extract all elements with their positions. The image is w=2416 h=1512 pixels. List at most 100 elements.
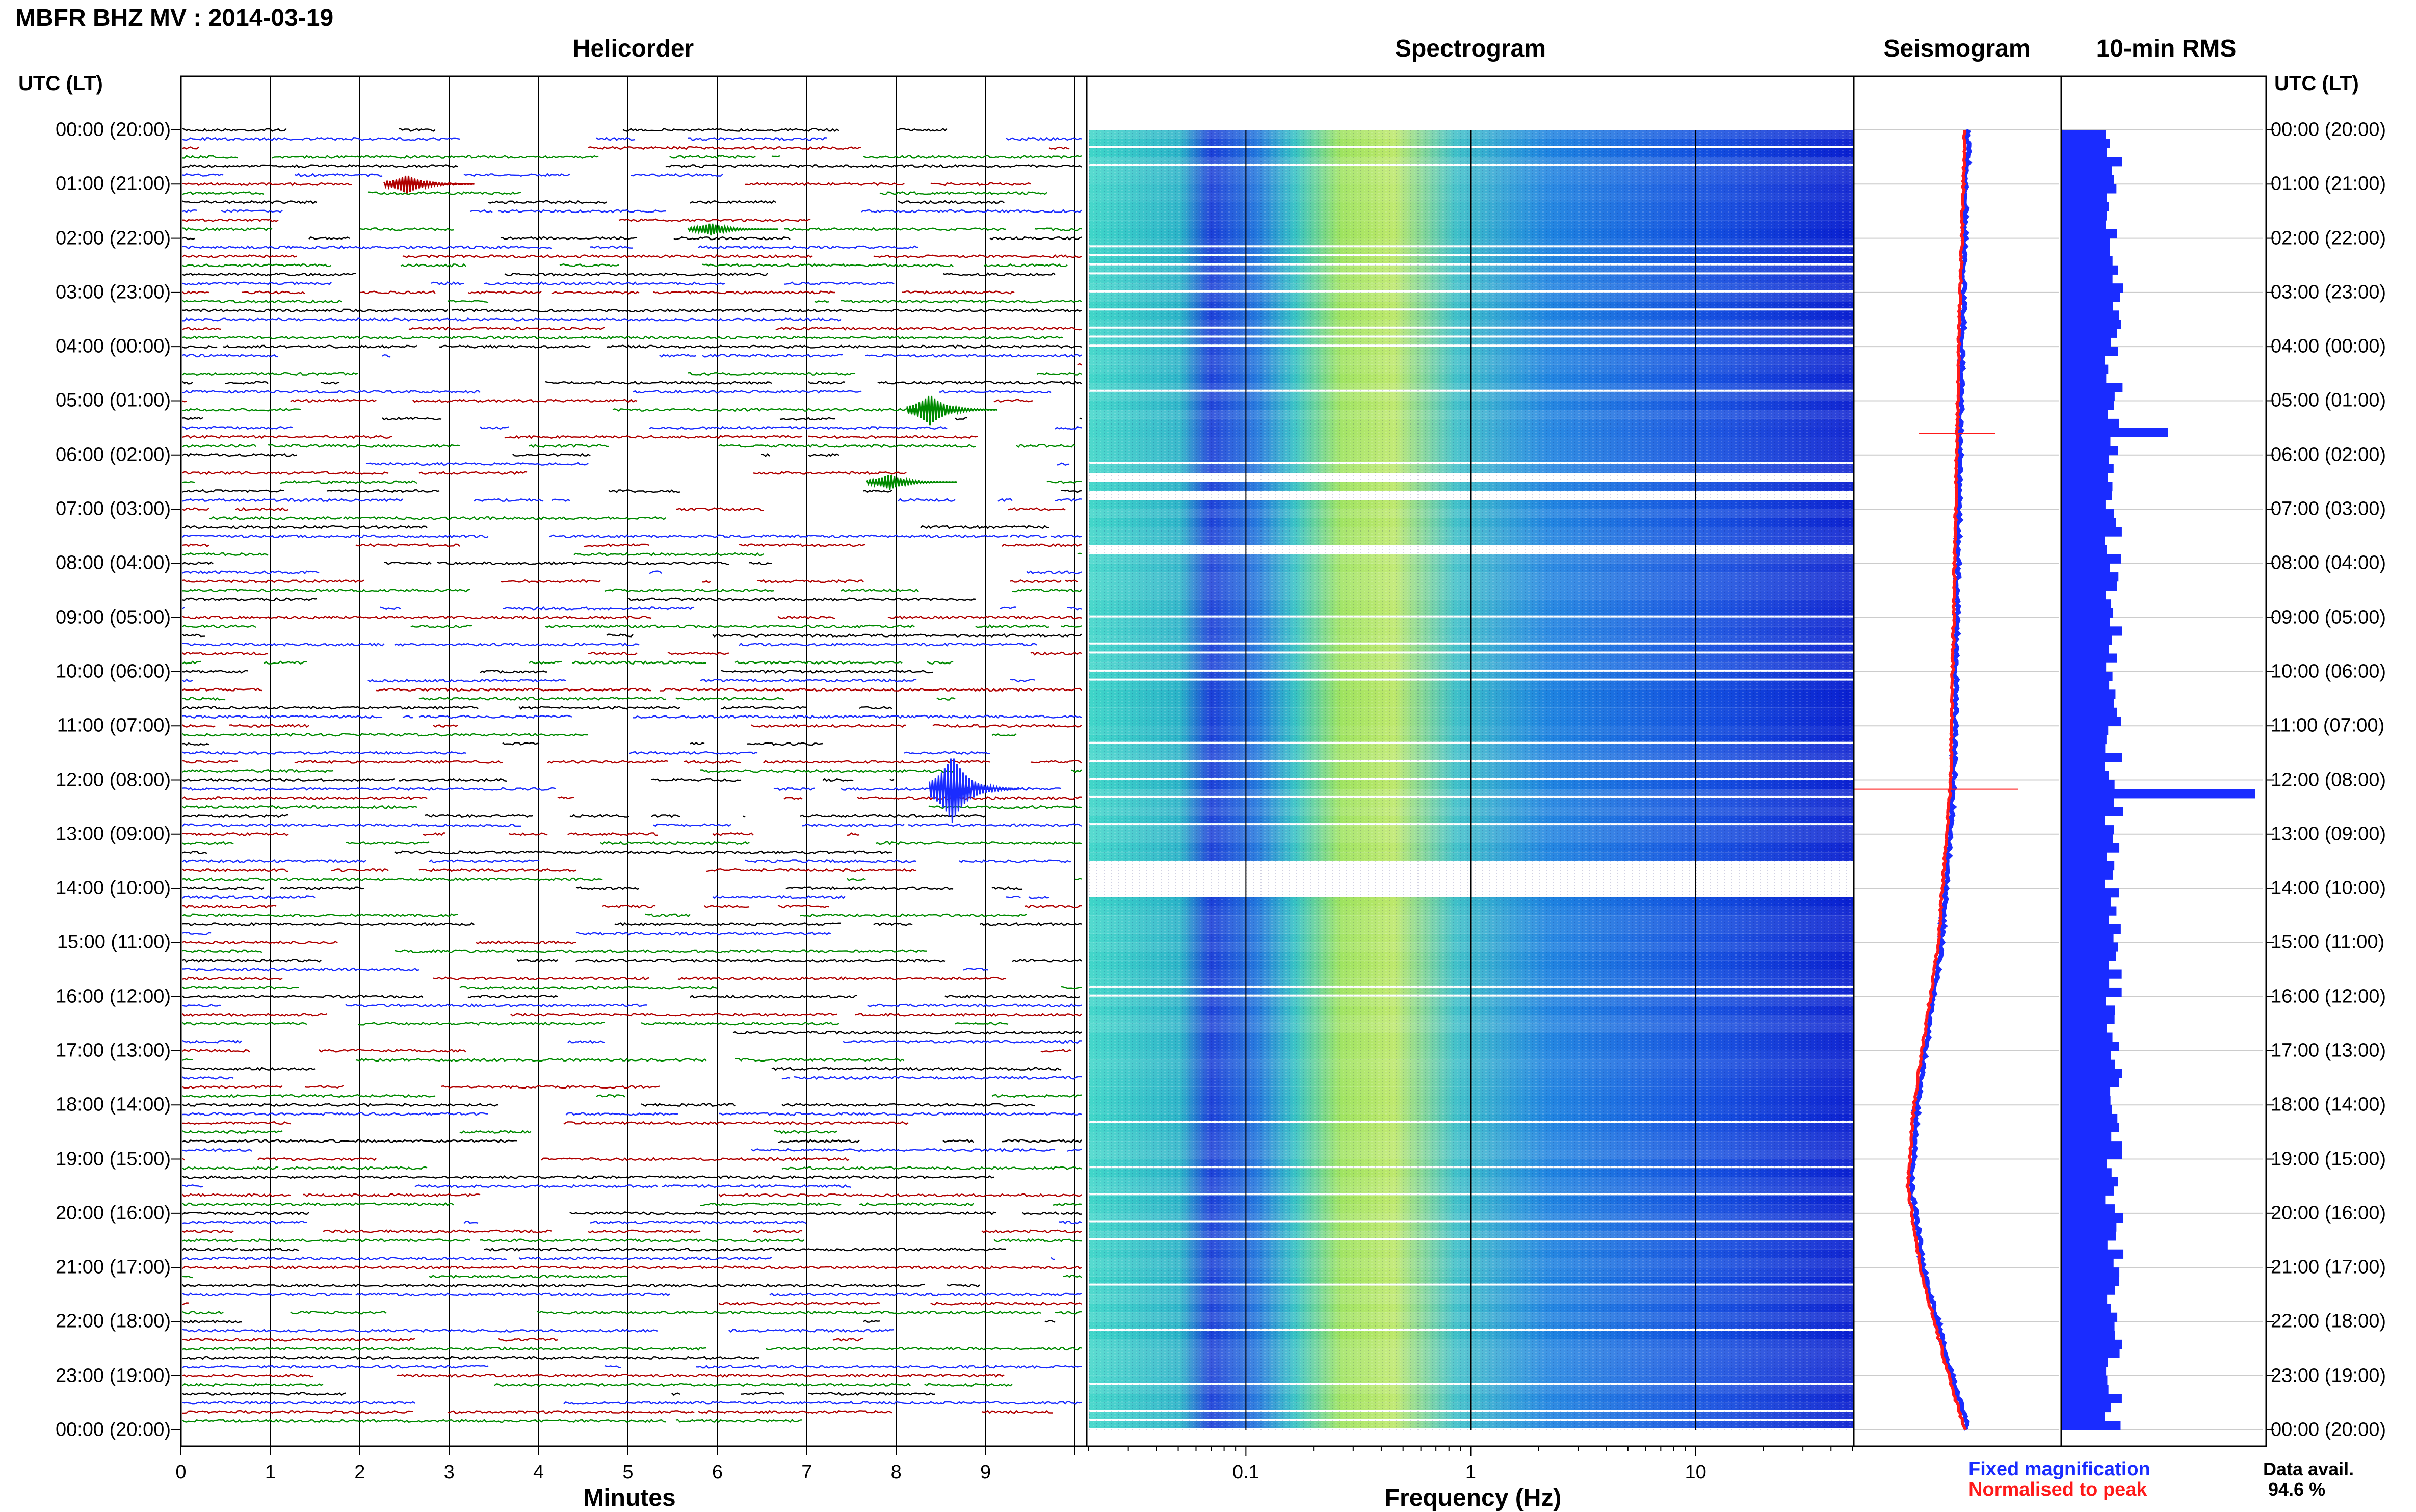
- right-time-label: 00:00 (20:00): [2271, 1419, 2386, 1441]
- rms-bar: [2061, 500, 2106, 510]
- rms-bar: [2061, 1096, 2111, 1105]
- availability-value: 94.6 %: [2268, 1479, 2326, 1500]
- rms-bar: [2061, 906, 2117, 916]
- rms-bar: [2061, 581, 2117, 591]
- rms-bar: [2061, 1294, 2108, 1304]
- rms-bar: [2061, 536, 2105, 546]
- rms-bar: [2061, 446, 2118, 456]
- helicorder-trace: [182, 1111, 1082, 1117]
- helicorder-trace: [182, 661, 1082, 664]
- helicorder-trace: [182, 1411, 1082, 1413]
- helicorder-trace: [182, 1166, 1082, 1171]
- right-time-label: 19:00 (15:00): [2271, 1148, 2386, 1170]
- rms-bar: [2061, 626, 2122, 636]
- rms-bar: [2061, 825, 2114, 835]
- rms-bar: [2061, 1222, 2117, 1232]
- left-time-label: 08:00 (04:00): [55, 552, 171, 574]
- helicorder-trace: [182, 1374, 1082, 1377]
- rms-bar: [2061, 861, 2115, 871]
- rms-bar: [2061, 265, 2118, 275]
- rms-bar: [2061, 139, 2110, 148]
- helicorder-trace: [182, 543, 1082, 548]
- helicorder-trace: [182, 752, 1082, 754]
- rms-bar: [2061, 699, 2114, 708]
- rms-bar: [2061, 969, 2122, 979]
- left-time-label: 19:00 (15:00): [55, 1148, 171, 1170]
- helicorder-event: [928, 758, 1020, 823]
- helicorder-trace: [182, 480, 1082, 484]
- helicorder-trace: [182, 714, 1082, 719]
- rms-bar: [2061, 545, 2107, 555]
- helicorder-trace: [182, 308, 1082, 313]
- rms-bar: [2061, 987, 2122, 997]
- rms-bar: [2061, 744, 2106, 753]
- spectrogram-xlabel: Frequency (Hz): [1384, 1484, 1562, 1511]
- rms-bar: [2061, 220, 2106, 230]
- rms-bar: [2061, 978, 2110, 988]
- rms-bar: [2061, 951, 2116, 961]
- helicorder-trace: [182, 1122, 1082, 1124]
- rms-bar: [2061, 852, 2107, 862]
- helicorder-trace: [182, 1104, 1082, 1106]
- rms-bar: [2061, 1032, 2113, 1042]
- helicorder-title: Helicorder: [572, 35, 694, 62]
- helicorder-trace: [182, 472, 1082, 474]
- legend-normalised: Normalised to peak: [1968, 1479, 2147, 1500]
- rms-bar: [2061, 238, 2110, 248]
- rms-bar: [2061, 464, 2114, 473]
- helicorder-trace: [182, 815, 1082, 817]
- right-time-label: 11:00 (07:00): [2271, 714, 2385, 736]
- helicorder-trace: [182, 1158, 1082, 1160]
- right-time-label: 05:00 (01:00): [2271, 389, 2386, 411]
- rms-bar: [2061, 1258, 2114, 1268]
- helicorder-trace: [182, 400, 1082, 402]
- right-time-label: 22:00 (18:00): [2271, 1310, 2386, 1332]
- rms-bar: [2061, 572, 2119, 582]
- helicorder-trace: [182, 805, 1082, 809]
- helicorder-trace: [182, 742, 1082, 745]
- rms-bar: [2061, 274, 2113, 284]
- rms-bar: [2061, 1402, 2111, 1413]
- left-time-label: 02:00 (22:00): [55, 227, 171, 249]
- rms-bar: [2061, 689, 2116, 699]
- rms-bar: [2061, 1249, 2124, 1259]
- rms-bar: [2061, 130, 2106, 140]
- helicorder-trace: [182, 958, 1082, 963]
- rms-bar: [2061, 355, 2105, 365]
- rms-bar: [2061, 157, 2122, 167]
- helicorder-trace: [182, 1357, 1082, 1359]
- rms-bar: [2061, 834, 2113, 844]
- rms-bar: [2061, 1276, 2120, 1286]
- helicorder-trace: [182, 651, 1082, 656]
- rms-bar: [2061, 193, 2107, 203]
- helicorder-trace: [182, 1346, 1082, 1351]
- rms-bar: [2061, 635, 2112, 645]
- helicorder-trace: [182, 1257, 1082, 1260]
- helicorder-trace: [1077, 363, 1082, 366]
- helicorder-trace: [182, 887, 1082, 890]
- rms-bar: [2061, 1105, 2112, 1115]
- rms-bar: [2061, 1141, 2122, 1151]
- right-time-label: 23:00 (19:00): [2271, 1365, 2386, 1387]
- rms-bar: [2061, 789, 2255, 799]
- helicorder-trace: [182, 246, 1082, 249]
- utc-head-left: UTC (LT): [18, 72, 103, 95]
- helicorder-trace: [182, 489, 1082, 493]
- helicorder-trace: [182, 445, 1082, 447]
- rms-bar: [2061, 518, 2116, 527]
- rms-bar: [2061, 418, 2119, 429]
- helicorder-trace: [182, 670, 1082, 673]
- rms-bar: [2061, 283, 2123, 293]
- minute-tick-label: 8: [890, 1462, 902, 1483]
- rms-bar: [2061, 247, 2110, 257]
- helicorder-trace: [182, 1275, 1082, 1279]
- rms-bar: [2061, 897, 2111, 907]
- helicorder-trace: [182, 932, 1082, 935]
- helicorder-trace: [182, 534, 1082, 539]
- page-title: MBFR BHZ MV : 2014-03-19: [15, 5, 334, 32]
- rms-bar: [2061, 1186, 2114, 1196]
- helicorder-trace: [182, 1393, 1082, 1395]
- rms-bar: [2061, 1113, 2118, 1124]
- minute-tick-label: 1: [265, 1462, 276, 1483]
